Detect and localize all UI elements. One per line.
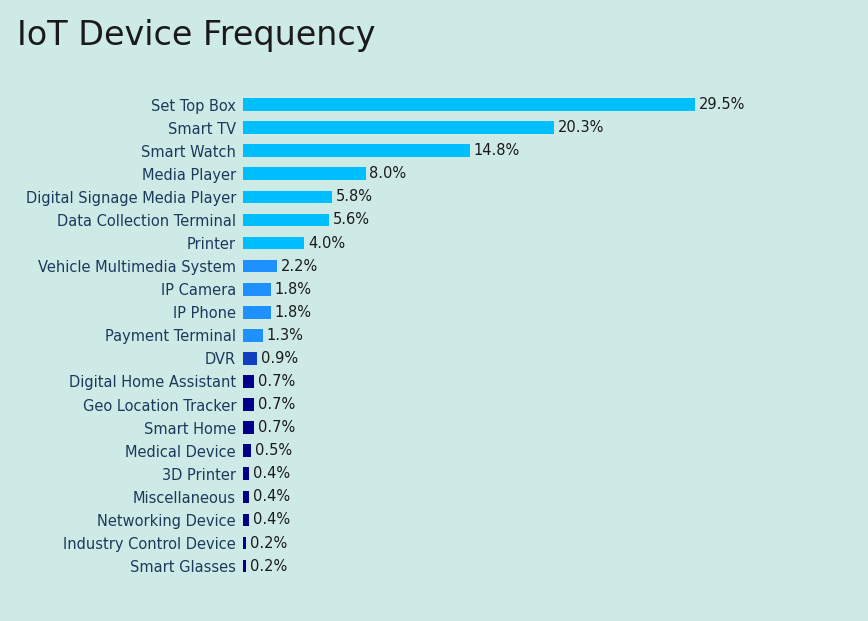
Text: 1.8%: 1.8% (274, 305, 312, 320)
Text: 0.4%: 0.4% (253, 512, 290, 527)
Text: 5.8%: 5.8% (336, 189, 372, 204)
Text: 2.2%: 2.2% (280, 258, 318, 274)
Text: 0.2%: 0.2% (250, 535, 287, 551)
Text: 4.0%: 4.0% (308, 235, 345, 250)
Text: 20.3%: 20.3% (558, 120, 604, 135)
Bar (243, 306, 271, 319)
Bar (243, 237, 305, 250)
Bar (243, 191, 332, 203)
Bar (243, 214, 329, 226)
Bar (243, 375, 253, 388)
Bar (243, 260, 277, 273)
Bar (243, 329, 263, 342)
Text: 0.9%: 0.9% (260, 351, 298, 366)
Bar (243, 121, 554, 134)
Bar (243, 145, 470, 157)
Text: 5.6%: 5.6% (332, 212, 370, 227)
Bar (243, 398, 253, 411)
Bar (243, 283, 271, 296)
Text: 1.3%: 1.3% (266, 328, 304, 343)
Text: 0.7%: 0.7% (258, 397, 295, 412)
Text: 0.5%: 0.5% (254, 443, 292, 458)
Bar (243, 514, 249, 526)
Bar (243, 537, 247, 550)
Text: 0.4%: 0.4% (253, 489, 290, 504)
Bar (243, 98, 695, 111)
Bar (243, 468, 249, 480)
Text: 8.0%: 8.0% (370, 166, 406, 181)
Text: 29.5%: 29.5% (699, 97, 745, 112)
Text: 0.2%: 0.2% (250, 559, 287, 574)
Text: 0.7%: 0.7% (258, 420, 295, 435)
Text: 0.4%: 0.4% (253, 466, 290, 481)
Bar (243, 352, 257, 365)
Text: 1.8%: 1.8% (274, 282, 312, 297)
Text: 0.7%: 0.7% (258, 374, 295, 389)
Text: IoT Device Frequency: IoT Device Frequency (17, 19, 376, 52)
Bar (243, 168, 365, 180)
Bar (243, 491, 249, 503)
Bar (243, 445, 251, 457)
Bar (243, 421, 253, 434)
Text: 14.8%: 14.8% (474, 143, 520, 158)
Bar (243, 560, 247, 573)
